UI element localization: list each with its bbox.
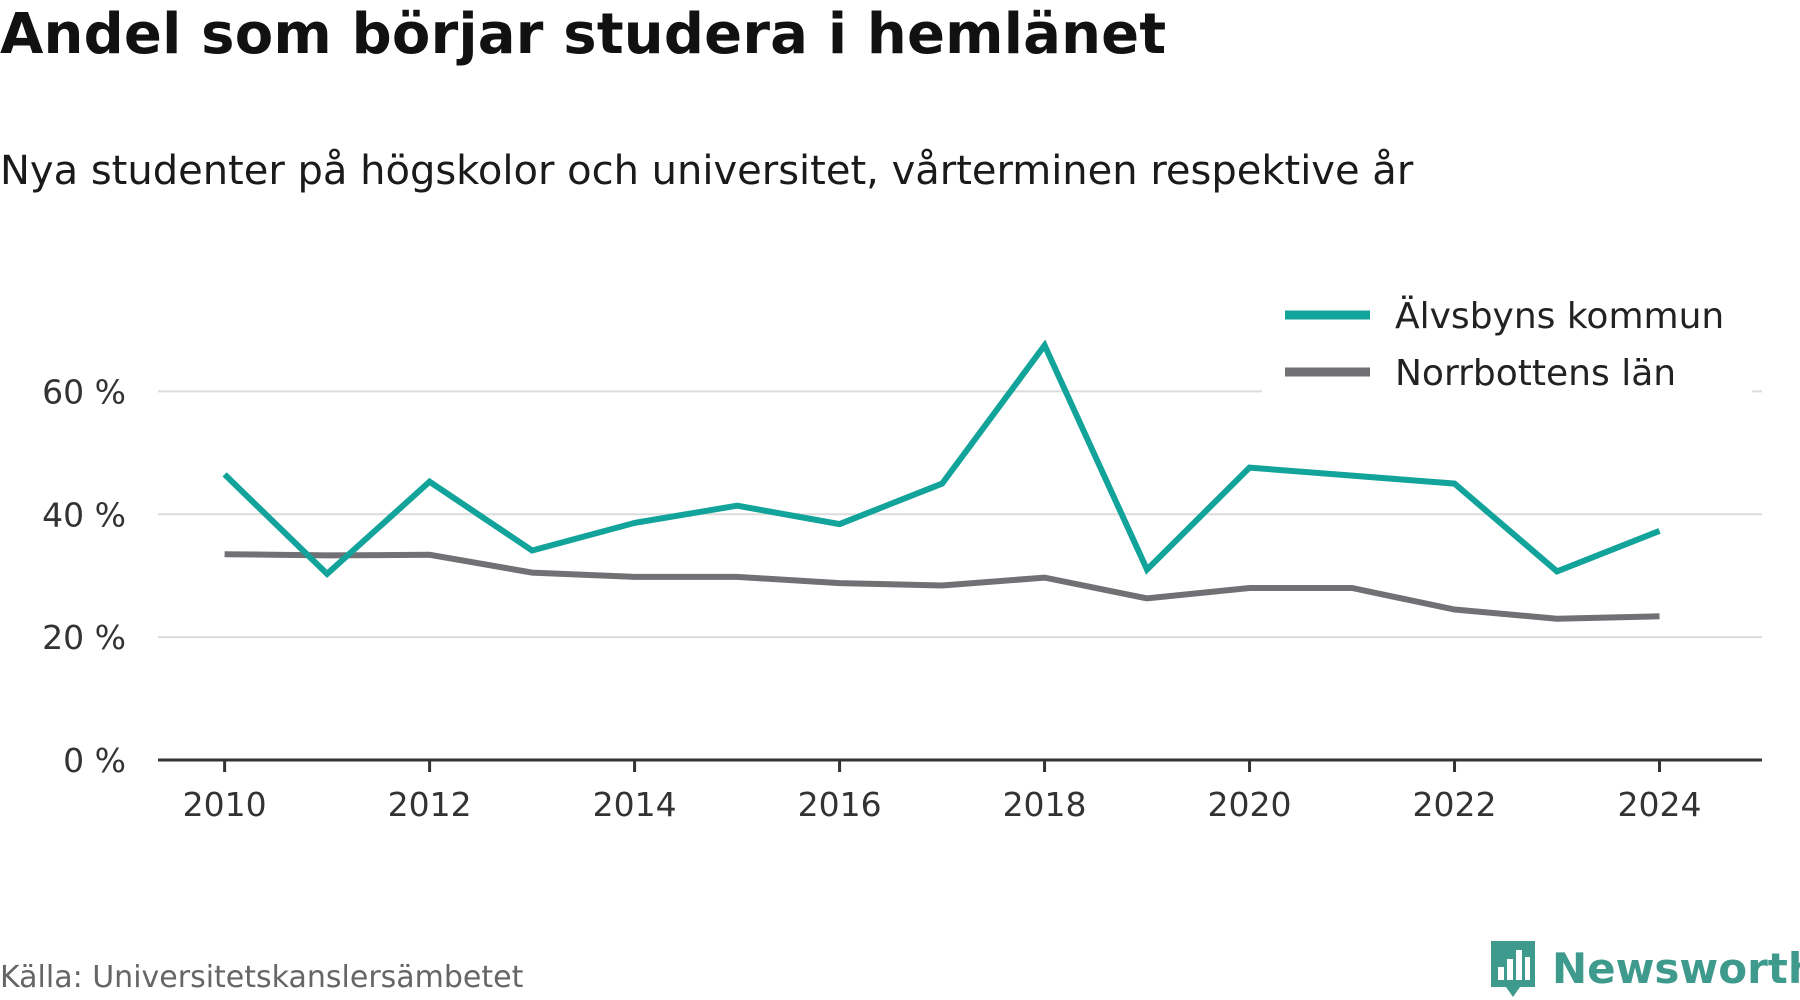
series-line-alvsbyns-kommun <box>222 339 1661 579</box>
y-tick-label: 40 % <box>42 495 126 534</box>
y-axis-labels: 0 % 20 % 40 % 60 % <box>42 372 126 780</box>
x-tick-label: 2010 <box>183 785 267 824</box>
x-tick-label: 2016 <box>798 785 882 824</box>
brand-name: Newsworthy <box>1552 943 1800 993</box>
x-tick-label: 2018 <box>1003 785 1087 824</box>
x-tick-label: 2022 <box>1413 785 1497 824</box>
x-tick-label: 2020 <box>1208 785 1292 824</box>
legend-label-norrbottens-lan: Norrbottens län <box>1395 353 1676 394</box>
x-tick-label: 2024 <box>1618 785 1702 824</box>
x-tick-label: 2014 <box>593 785 677 824</box>
legend: Älvsbyns kommun Norrbottens län <box>1262 282 1752 394</box>
x-tick-label: 2012 <box>388 785 472 824</box>
brand-logo: Newsworthy <box>1488 936 1800 1000</box>
chart-title: Andel som börjar studera i hemlänet <box>0 2 1167 67</box>
y-tick-label: 0 % <box>63 741 126 780</box>
series-line-norrbottens-lan <box>224 551 1660 622</box>
y-tick-label: 20 % <box>42 618 126 657</box>
legend-label-alvsbyns-kommun: Älvsbyns kommun <box>1395 295 1724 337</box>
series-lines <box>222 339 1661 622</box>
source-note: Källa: Universitetskanslersämbetet <box>0 960 524 995</box>
chart-subtitle: Nya studenter på högskolor och universit… <box>0 148 1414 194</box>
bar-chart-icon <box>1491 941 1535 997</box>
x-axis: 2010 2012 2014 2016 2018 2020 2022 2024 <box>158 758 1762 824</box>
y-tick-label: 60 % <box>42 372 126 411</box>
gridlines <box>158 390 1762 639</box>
